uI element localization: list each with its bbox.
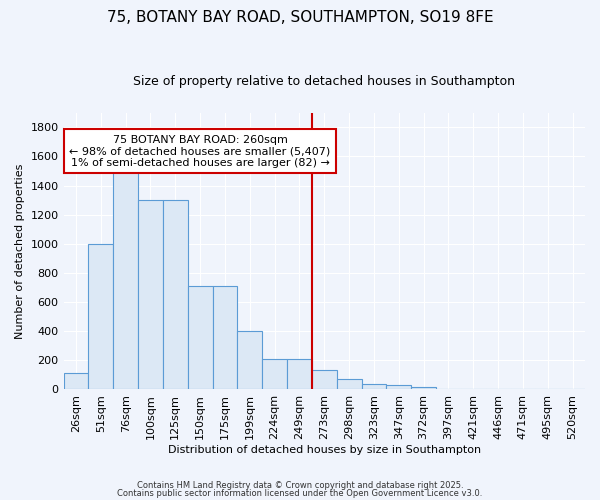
- Bar: [262, 359, 287, 390]
- Bar: [138, 200, 163, 390]
- Bar: [188, 286, 212, 390]
- Bar: [386, 385, 411, 390]
- Text: 75 BOTANY BAY ROAD: 260sqm
← 98% of detached houses are smaller (5,407)
1% of se: 75 BOTANY BAY ROAD: 260sqm ← 98% of deta…: [70, 134, 331, 168]
- Bar: [411, 386, 436, 390]
- Bar: [212, 286, 238, 390]
- Y-axis label: Number of detached properties: Number of detached properties: [15, 164, 25, 339]
- Text: 75, BOTANY BAY ROAD, SOUTHAMPTON, SO19 8FE: 75, BOTANY BAY ROAD, SOUTHAMPTON, SO19 8…: [107, 10, 493, 25]
- X-axis label: Distribution of detached houses by size in Southampton: Distribution of detached houses by size …: [168, 445, 481, 455]
- Title: Size of property relative to detached houses in Southampton: Size of property relative to detached ho…: [133, 75, 515, 88]
- Bar: [113, 171, 138, 390]
- Bar: [88, 244, 113, 390]
- Text: Contains public sector information licensed under the Open Government Licence v3: Contains public sector information licen…: [118, 488, 482, 498]
- Bar: [287, 359, 312, 390]
- Bar: [312, 370, 337, 390]
- Bar: [362, 384, 386, 390]
- Text: Contains HM Land Registry data © Crown copyright and database right 2025.: Contains HM Land Registry data © Crown c…: [137, 481, 463, 490]
- Bar: [64, 374, 88, 390]
- Bar: [163, 200, 188, 390]
- Bar: [238, 331, 262, 390]
- Bar: [337, 378, 362, 390]
